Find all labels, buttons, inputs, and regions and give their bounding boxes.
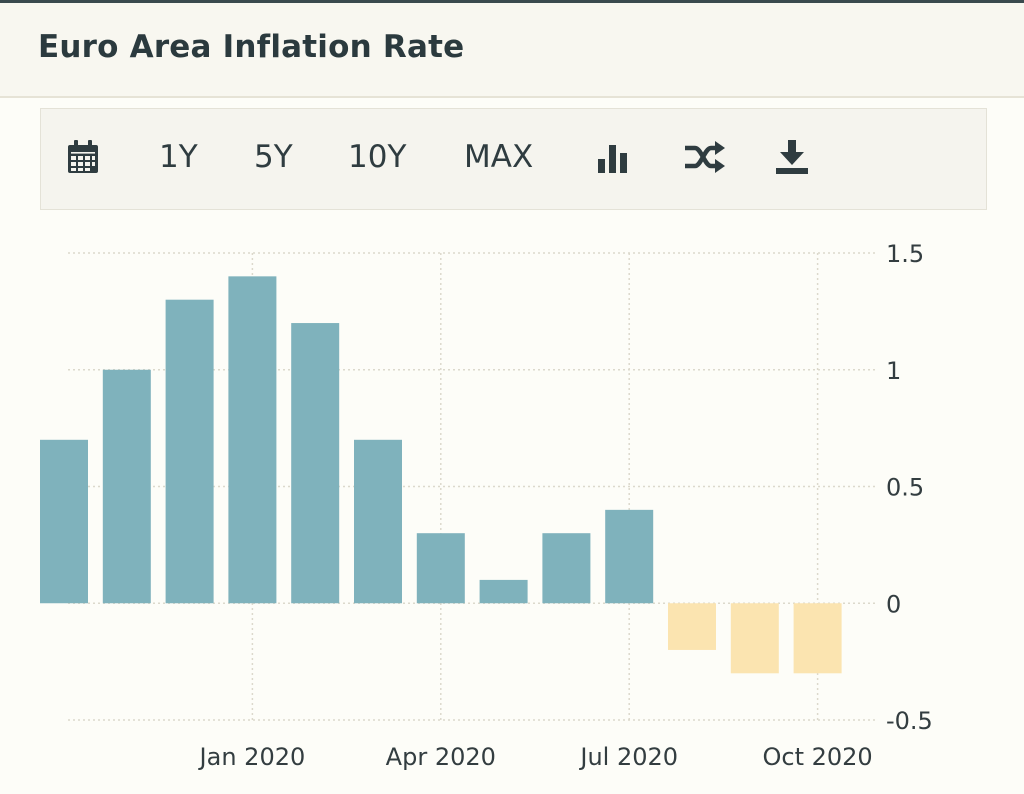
- bar-1: [40, 439, 88, 604]
- x-tick-label: Jul 2020: [578, 743, 678, 771]
- bar-12: [730, 603, 779, 674]
- x-tick-label: Oct 2020: [762, 743, 872, 771]
- bar-4: [228, 276, 277, 604]
- bar-11: [668, 603, 716, 650]
- y-tick-label: 0.5: [886, 474, 924, 502]
- page-title: Euro Area Inflation Rate: [38, 29, 465, 65]
- range-max-button[interactable]: MAX: [464, 139, 534, 175]
- shuffle-icon[interactable]: [683, 140, 727, 178]
- y-tick-label: 1.5: [886, 240, 924, 268]
- bar-5: [291, 323, 340, 604]
- download-icon[interactable]: [775, 139, 809, 179]
- y-tick-label: -0.5: [886, 707, 933, 735]
- y-tick-label: 0: [886, 590, 901, 618]
- page-header: Euro Area Inflation Rate: [0, 3, 1024, 98]
- bar-6: [354, 439, 402, 604]
- calendar-icon[interactable]: [66, 139, 100, 179]
- range-1y-button[interactable]: 1Y: [159, 139, 198, 175]
- y-tick-label: 1: [886, 357, 901, 385]
- chart-toolbar: 1Y 5Y 10Y MAX: [40, 108, 987, 210]
- bar-2: [102, 369, 151, 604]
- bar-9: [542, 533, 591, 604]
- x-tick-label: Jan 2020: [198, 743, 306, 771]
- range-5y-button[interactable]: 5Y: [254, 139, 293, 175]
- bar-8: [479, 579, 528, 604]
- bar-3: [165, 299, 214, 604]
- top-border: [0, 0, 1024, 3]
- chart-area: 1.5 1 0.5 0 -0.5 Jan 2020 Apr 2020 Jul 2020 Oct …: [40, 212, 987, 794]
- range-10y-button[interactable]: 10Y: [348, 139, 407, 175]
- bar-chart-icon[interactable]: [596, 141, 630, 179]
- bar-13: [793, 603, 842, 674]
- x-tick-label: Apr 2020: [386, 743, 496, 771]
- bar-10: [605, 509, 654, 604]
- bar-7: [416, 533, 465, 604]
